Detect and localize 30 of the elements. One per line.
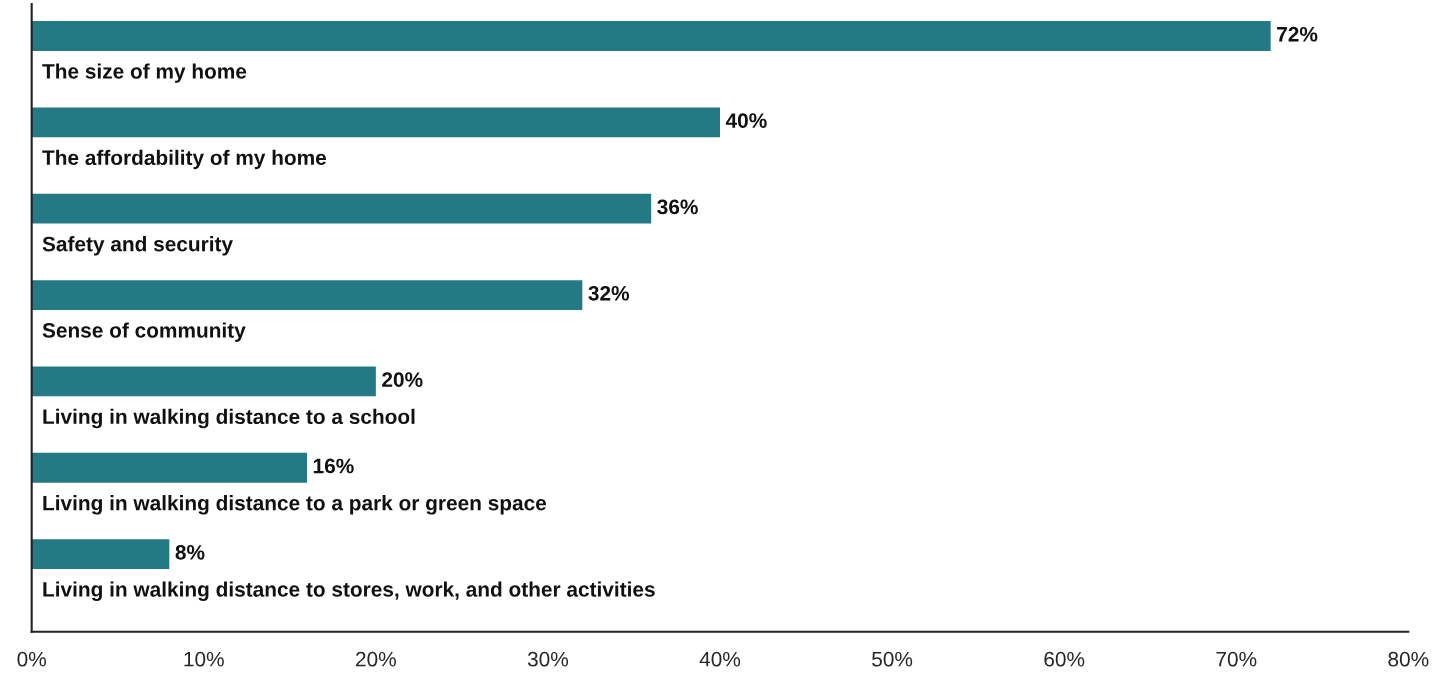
y-tick-label: Sense of community xyxy=(42,322,246,342)
y-tick-label: Living in walking distance to a park or green space xyxy=(43,495,547,515)
x-tick-label: 10% xyxy=(184,651,224,667)
data-label: 20% xyxy=(382,372,423,387)
y-tick-label: Living in walking distance to a school xyxy=(43,408,415,429)
x-tick-label: 70% xyxy=(1216,651,1257,667)
bar xyxy=(31,107,720,138)
x-tick-label: 80% xyxy=(1388,651,1429,667)
x-tick-label: 50% xyxy=(872,651,913,667)
bar xyxy=(31,452,308,483)
x-tick-label: 0% xyxy=(17,651,46,667)
data-label: 32% xyxy=(588,285,630,301)
y-tick-label: Safety and security xyxy=(42,236,233,256)
x-tick-label: 30% xyxy=(527,651,569,667)
y-tick-label: The size of my home xyxy=(42,63,247,83)
x-tick-label: 40% xyxy=(699,651,741,667)
data-label: 8% xyxy=(175,544,205,560)
bar xyxy=(31,280,583,310)
bar xyxy=(31,539,170,569)
data-label: 16% xyxy=(313,458,354,474)
bar xyxy=(31,193,652,224)
x-tick-label: 60% xyxy=(1044,651,1085,667)
data-label: 40% xyxy=(725,113,767,128)
y-tick-label: Living in walking distance to stores, work, and other activities xyxy=(43,581,655,601)
x-tick-label: 20% xyxy=(356,651,396,667)
bar xyxy=(31,21,1271,51)
y-tick-label: The affordability of my home xyxy=(42,149,327,170)
bar xyxy=(31,366,376,397)
data-label: 36% xyxy=(657,199,698,215)
data-label: 72% xyxy=(1277,26,1318,42)
